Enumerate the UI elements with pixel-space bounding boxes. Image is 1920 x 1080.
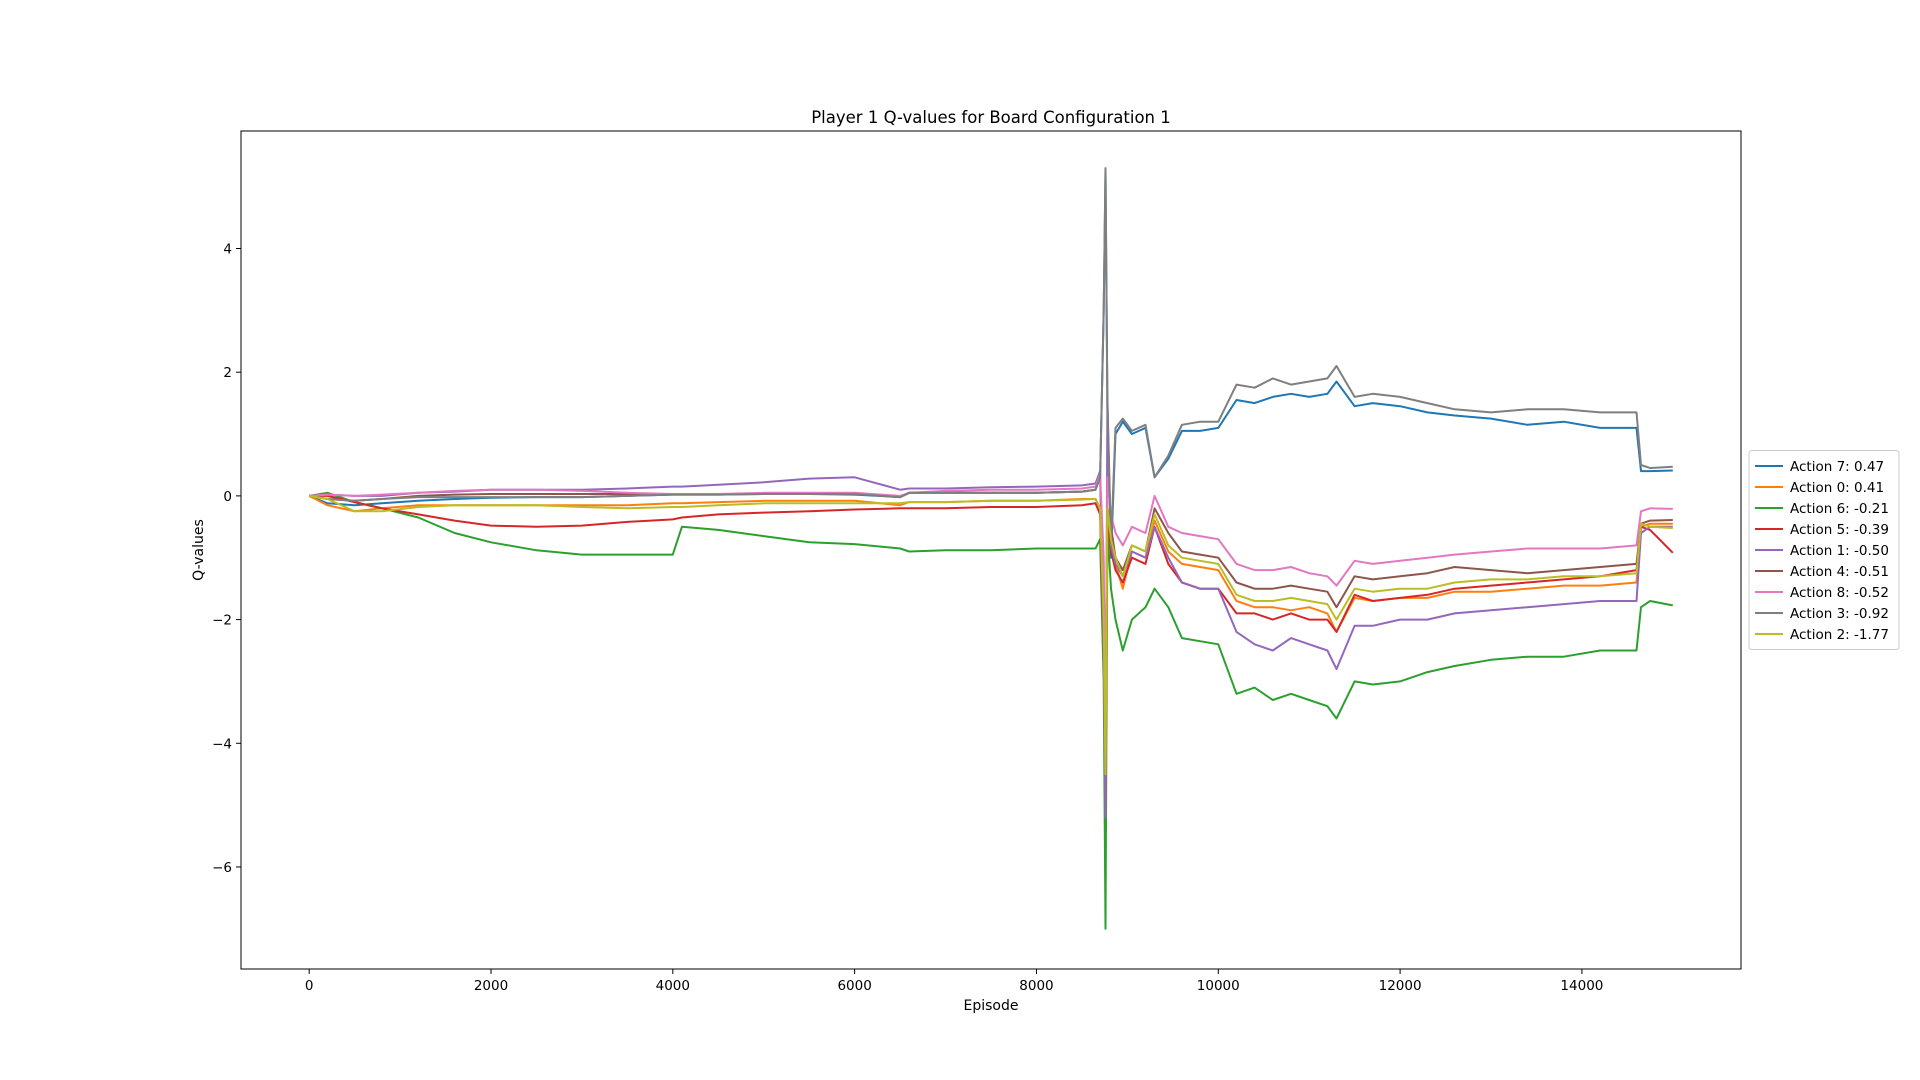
- legend-box: [1748, 450, 1900, 650]
- x-ticks: 0 2000 4000 6000 8000 10000 12000 14000: [305, 969, 1603, 994]
- x-tick-label: 0: [305, 978, 314, 994]
- x-tick-label: 12000: [1379, 978, 1422, 994]
- series-line-6: [309, 473, 1673, 714]
- y-ticks: −6 −4 −2 0 2 4: [212, 242, 241, 876]
- legend-entry-2: Action 6: -0.21: [1790, 501, 1889, 517]
- y-tick-label: −6: [212, 860, 232, 876]
- series-line-4: [309, 395, 1673, 819]
- plot-frame: [240, 130, 1742, 970]
- series-line-7: [309, 167, 1673, 547]
- legend-entry-5: Action 4: -0.51: [1790, 564, 1889, 580]
- x-tick-label: 6000: [837, 978, 871, 994]
- y-axis-label: Q-values: [191, 519, 207, 581]
- x-axis-label: Episode: [964, 998, 1019, 1014]
- x-tick-label: 10000: [1197, 978, 1240, 994]
- y-tick-label: −4: [212, 736, 232, 752]
- y-tick-label: 0: [223, 489, 232, 505]
- legend-entry-1: Action 0: 0.41: [1790, 480, 1884, 496]
- series-line-3: [309, 494, 1674, 807]
- x-tick-label: 2000: [474, 978, 508, 994]
- legend-entry-3: Action 5: -0.39: [1790, 522, 1889, 538]
- x-tick-label: 14000: [1560, 978, 1603, 994]
- chart-title: Player 1 Q-values for Board Configuratio…: [811, 108, 1171, 127]
- series-line-2: [309, 491, 1673, 930]
- legend-entry-8: Action 2: -1.77: [1790, 627, 1889, 643]
- x-tick-label: 4000: [656, 978, 690, 994]
- legend-entry-6: Action 8: -0.52: [1790, 585, 1889, 601]
- y-tick-label: 4: [223, 242, 232, 258]
- legend-entry-4: Action 1: -0.50: [1790, 543, 1889, 559]
- series-line-8: [309, 494, 1673, 776]
- series-layer: [308, 167, 1674, 930]
- y-tick-label: −2: [212, 613, 232, 629]
- y-tick-label: 2: [223, 365, 232, 381]
- legend-entry-7: Action 3: -0.92: [1790, 606, 1889, 622]
- x-tick-label: 8000: [1019, 978, 1053, 994]
- legend-entry-0: Action 7: 0.47: [1790, 459, 1884, 475]
- legend: Action 7: 0.47 Action 0: 0.41 Action 6: -0…: [1748, 450, 1900, 650]
